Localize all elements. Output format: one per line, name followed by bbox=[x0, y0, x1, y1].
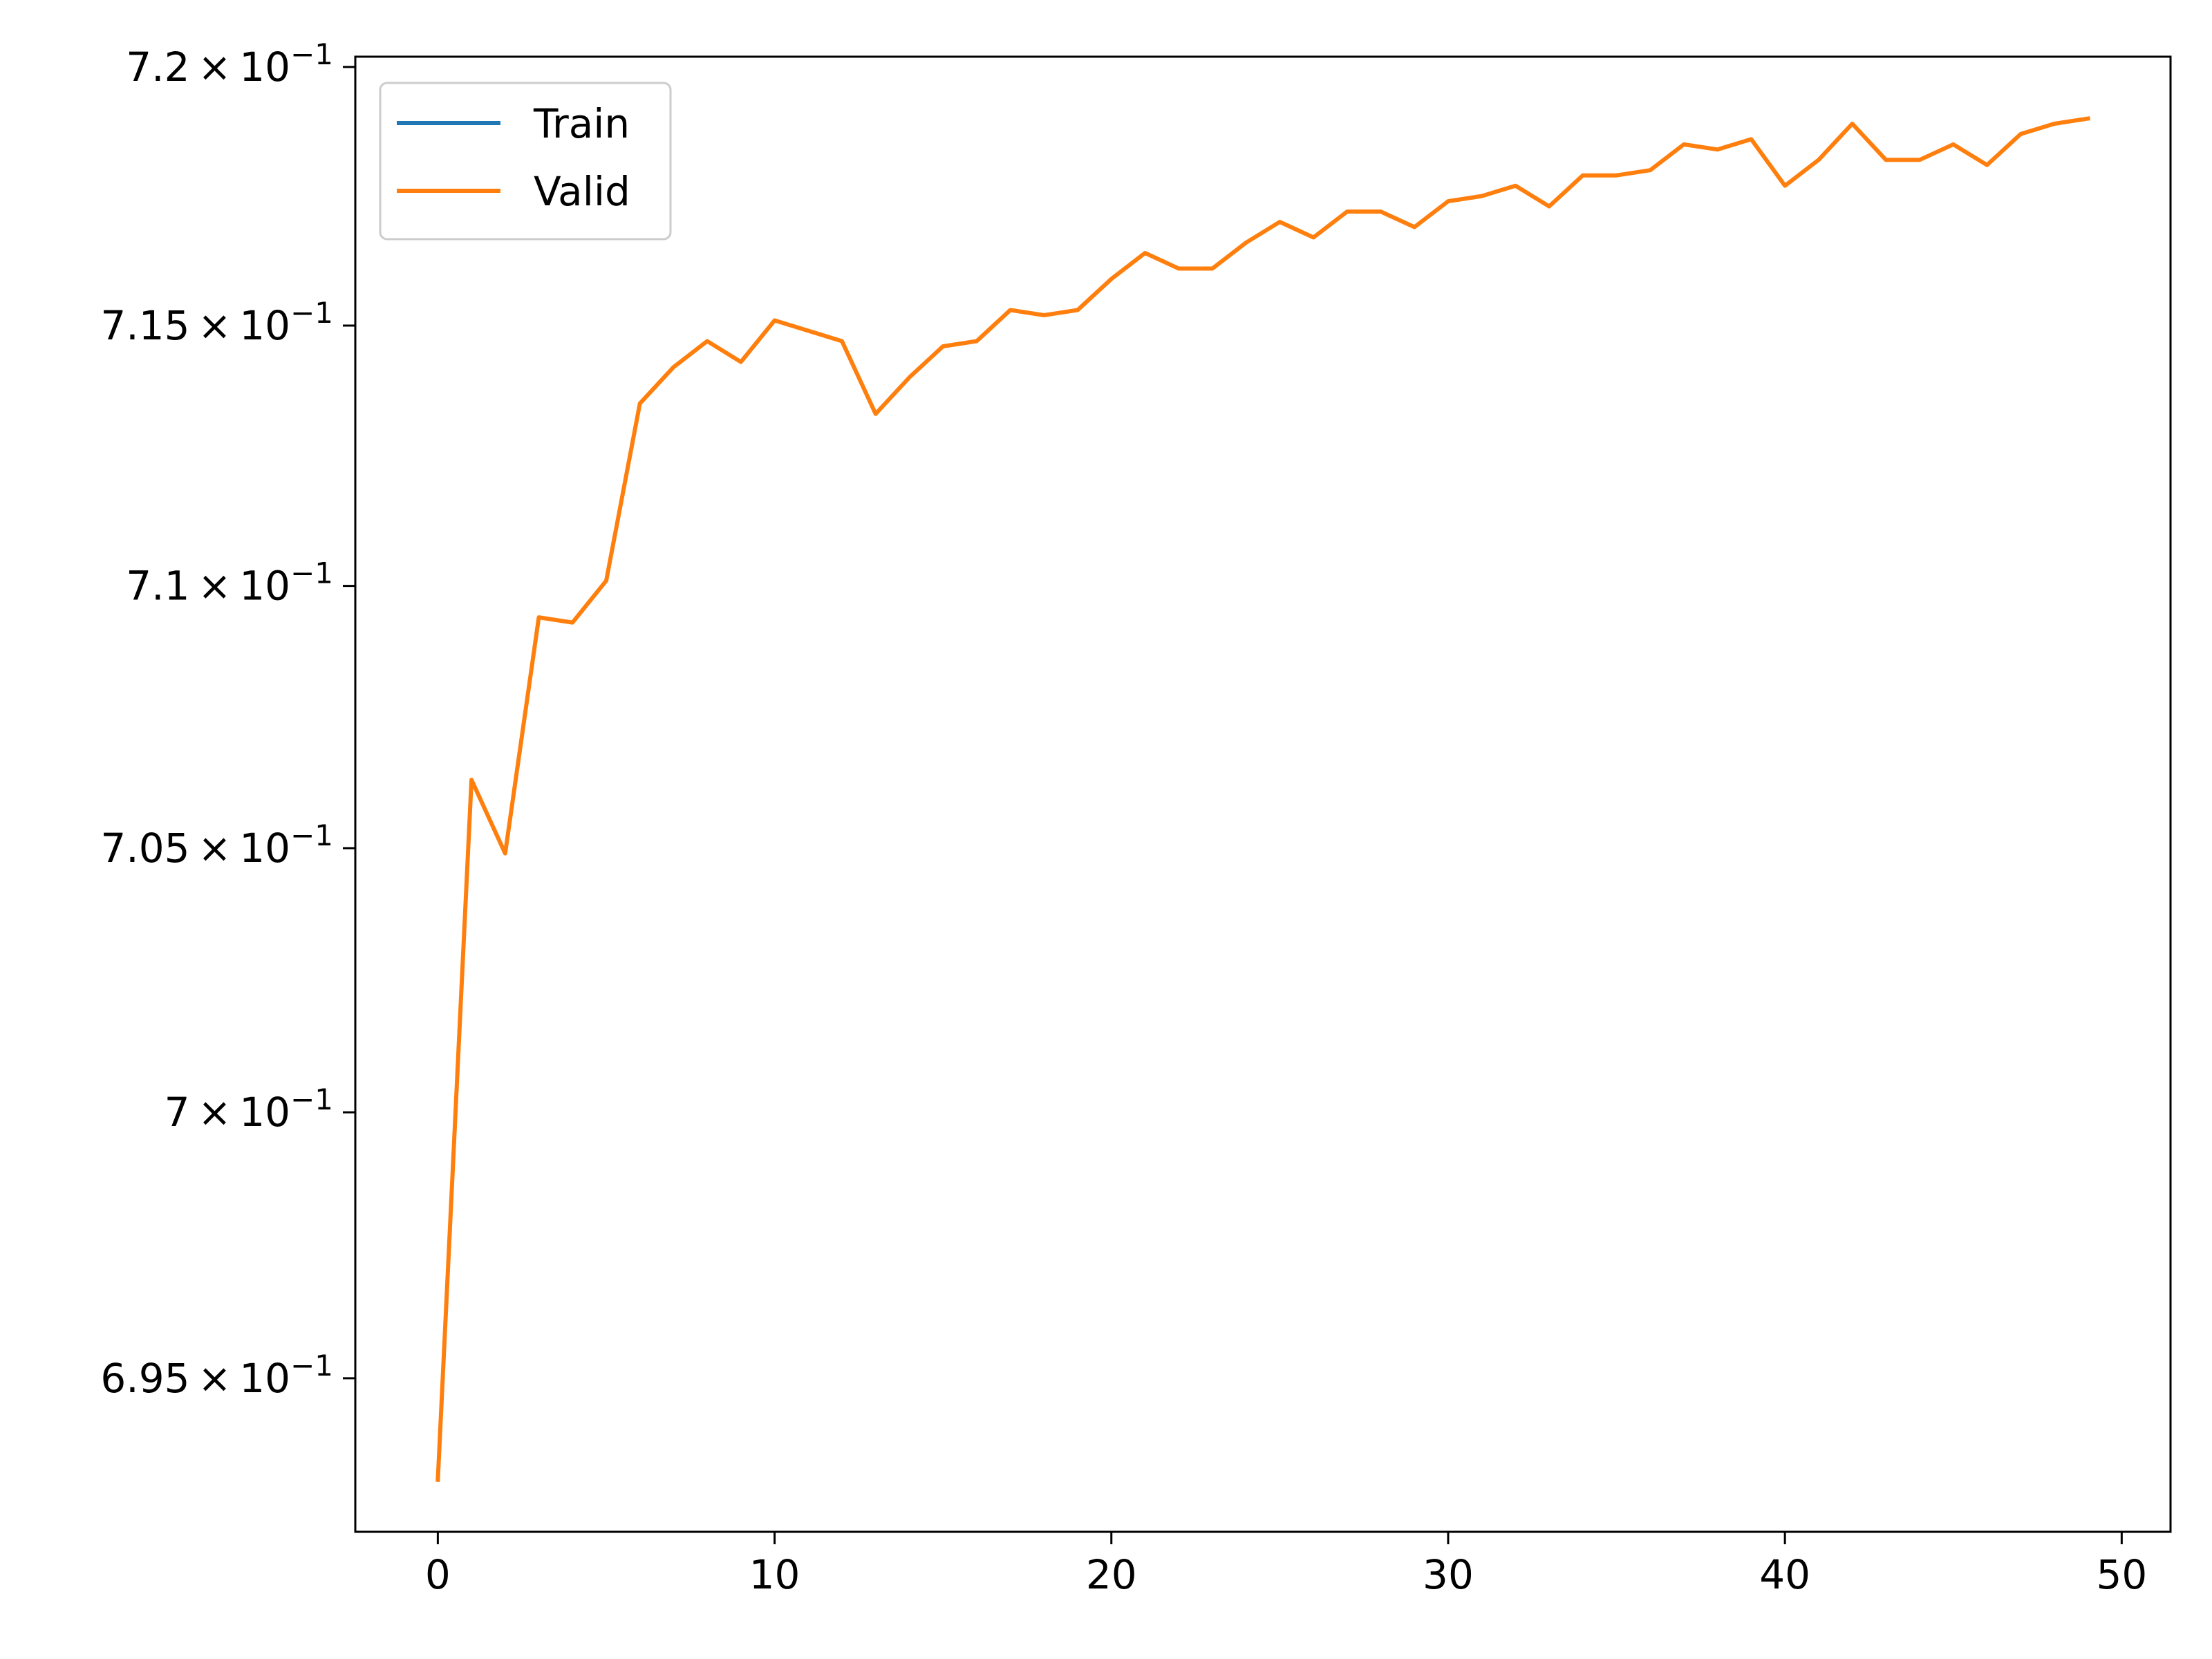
x-tick-label-0: 0 bbox=[425, 1551, 451, 1598]
x-axis: 0 10 20 30 40 50 bbox=[425, 1532, 2147, 1598]
legend-label-valid: Valid bbox=[534, 168, 630, 215]
x-tick-label-30: 30 bbox=[1423, 1551, 1474, 1598]
x-tick-label-40: 40 bbox=[1759, 1551, 1810, 1598]
y-axis: 6.95 × 10−1 7 × 10−1 7.05 × 10−1 7.1 × 10−1… bbox=[100, 37, 355, 1402]
x-tick-label-50: 50 bbox=[2096, 1551, 2147, 1598]
x-tick-label-10: 10 bbox=[749, 1551, 800, 1598]
y-tick-label-7.2: 7.2 × 10−1 bbox=[126, 37, 333, 91]
y-tick-label-7.05: 7.05 × 10−1 bbox=[100, 818, 333, 872]
y-tick-label-7.1: 7.1 × 10−1 bbox=[126, 556, 333, 610]
y-tick-label-6.95: 6.95 × 10−1 bbox=[100, 1349, 333, 1402]
legend: Train Valid bbox=[379, 82, 672, 241]
plot-area bbox=[354, 55, 2172, 1533]
plot-frame bbox=[354, 55, 2172, 1533]
legend-label-train: Train bbox=[533, 100, 630, 147]
series-line-valid bbox=[435, 116, 2091, 1482]
y-tick-label-7.15: 7.15 × 10−1 bbox=[100, 296, 333, 349]
x-tick-label-20: 20 bbox=[1086, 1551, 1137, 1598]
y-tick-label-7: 7 × 10−1 bbox=[165, 1082, 333, 1136]
